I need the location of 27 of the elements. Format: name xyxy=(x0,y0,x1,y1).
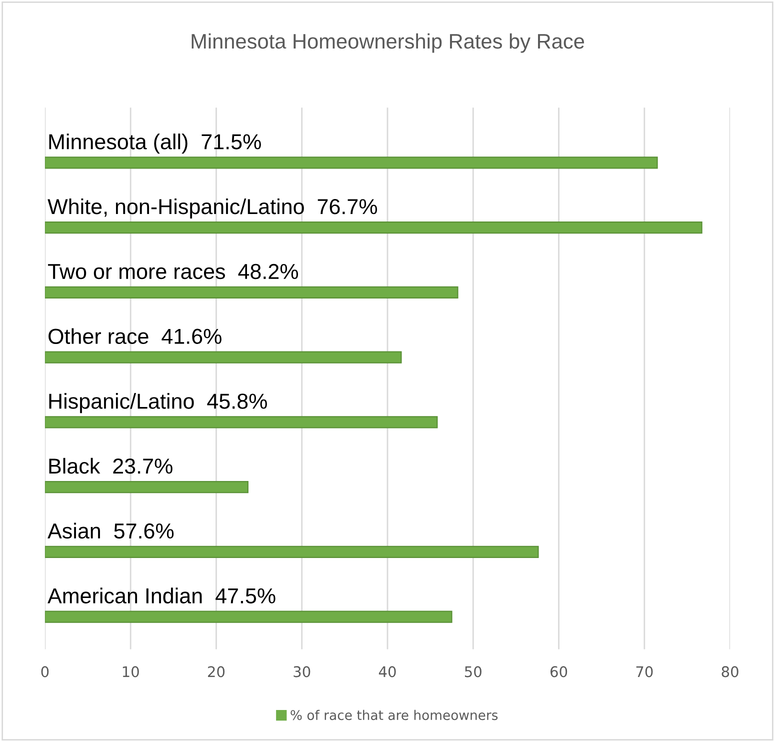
category-label: Hispanic/Latino 45.8% xyxy=(49,393,267,414)
bar xyxy=(44,351,402,364)
category-label: Asian 57.6% xyxy=(48,522,174,539)
bar xyxy=(44,286,458,299)
chart-title: Minnesota Homeownership Rates by Race xyxy=(192,33,584,53)
x-tick-label: 0 xyxy=(41,666,49,678)
bar xyxy=(44,481,248,494)
category-label: Minnesota (all) 71.5% xyxy=(49,134,261,154)
bar xyxy=(44,222,702,234)
bar xyxy=(44,156,658,169)
category-label: Black 23.7% xyxy=(49,458,172,474)
category-label: Two or more races 48.2% xyxy=(48,264,298,280)
category-label: American Indian 47.5% xyxy=(48,588,276,604)
legend-label: % of race that are homeowners xyxy=(290,710,498,720)
category-label: Other race 41.6% xyxy=(48,328,222,344)
x-tick-label: 20 xyxy=(208,666,225,678)
category-label: White, non-Hispanic/Latino 76.7% xyxy=(48,198,378,219)
x-tick-label: 30 xyxy=(294,666,310,678)
bar xyxy=(44,546,539,558)
x-tick-label: 50 xyxy=(464,666,482,678)
bar xyxy=(44,416,438,428)
x-tick-label: 80 xyxy=(722,666,738,678)
x-tick-label: 40 xyxy=(378,666,396,678)
bar xyxy=(44,610,452,623)
x-tick-label: 10 xyxy=(122,666,139,678)
x-tick-label: 60 xyxy=(550,666,568,678)
x-tick-label: 70 xyxy=(636,666,653,678)
